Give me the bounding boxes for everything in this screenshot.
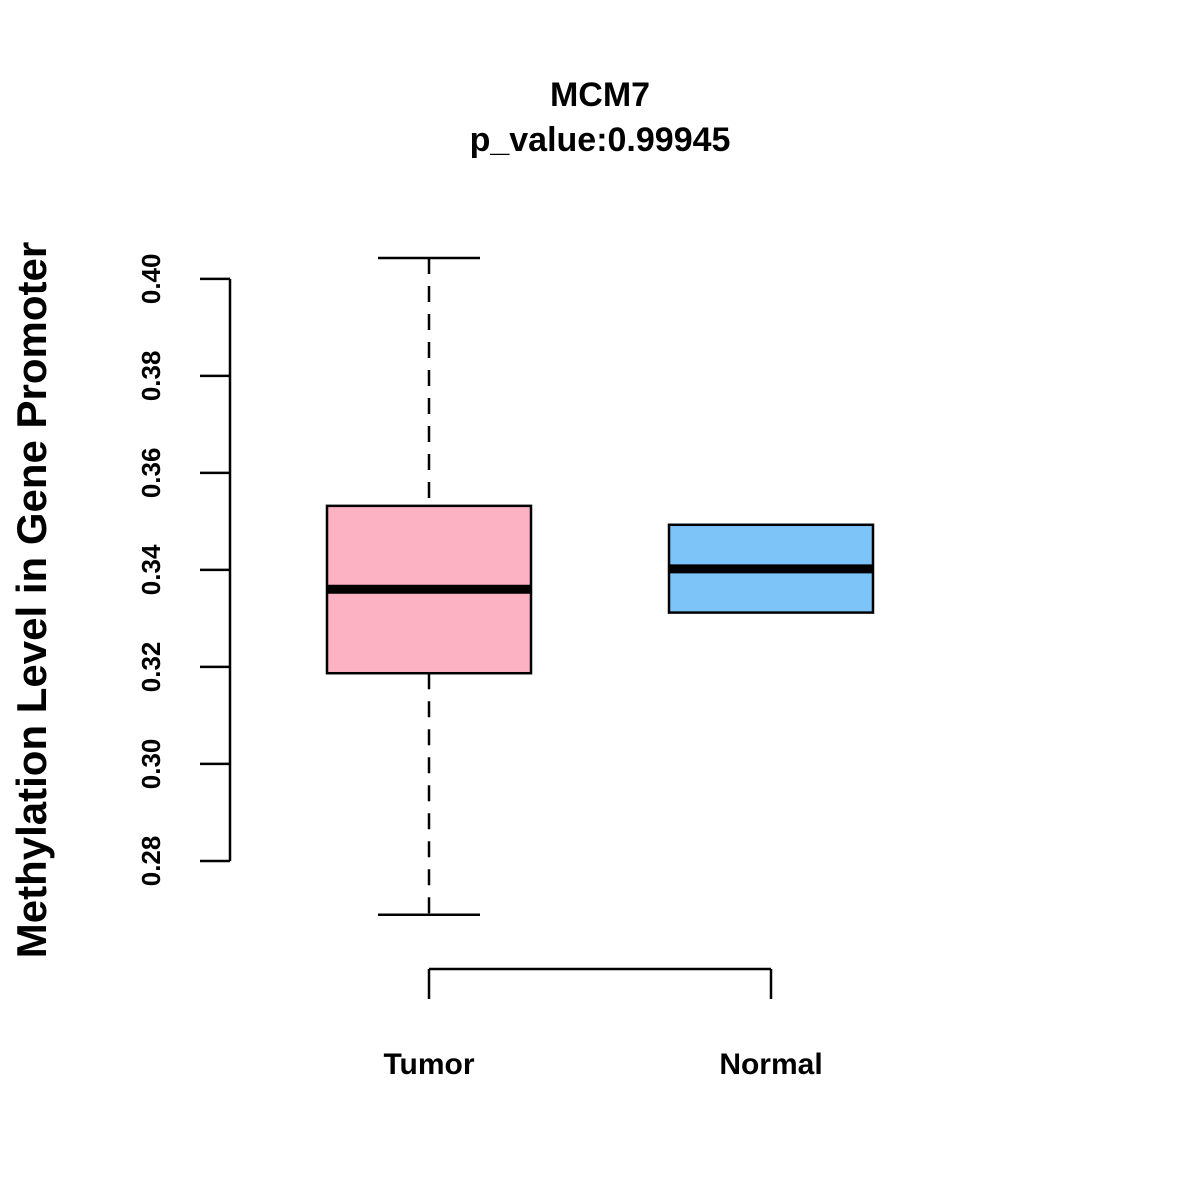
y-axis-label: Methylation Level in Gene Promoter (8, 242, 55, 958)
x-tick-label: Normal (719, 1048, 822, 1081)
box-tumor (325, 256, 533, 917)
y-tick-label: 0.36 (136, 448, 166, 499)
y-tick-label: 0.30 (136, 739, 166, 790)
y-tick-label: 0.28 (136, 836, 166, 887)
y-tick-label: 0.32 (136, 642, 166, 693)
box-normal (667, 523, 875, 614)
boxes-group (325, 256, 875, 917)
y-tick-label: 0.38 (136, 351, 166, 402)
y-axis: 0.28 0.30 0.32 0.34 0.36 0.38 0.40 (136, 254, 232, 887)
x-axis: Tumor Normal (383, 967, 823, 1081)
chart-title: MCM7 (550, 76, 650, 114)
y-tick-label: 0.34 (136, 544, 166, 595)
x-tick-label: Tumor (383, 1048, 474, 1081)
y-tick-label: 0.40 (136, 254, 166, 305)
chart-subtitle: p_value:0.99945 (470, 121, 731, 159)
